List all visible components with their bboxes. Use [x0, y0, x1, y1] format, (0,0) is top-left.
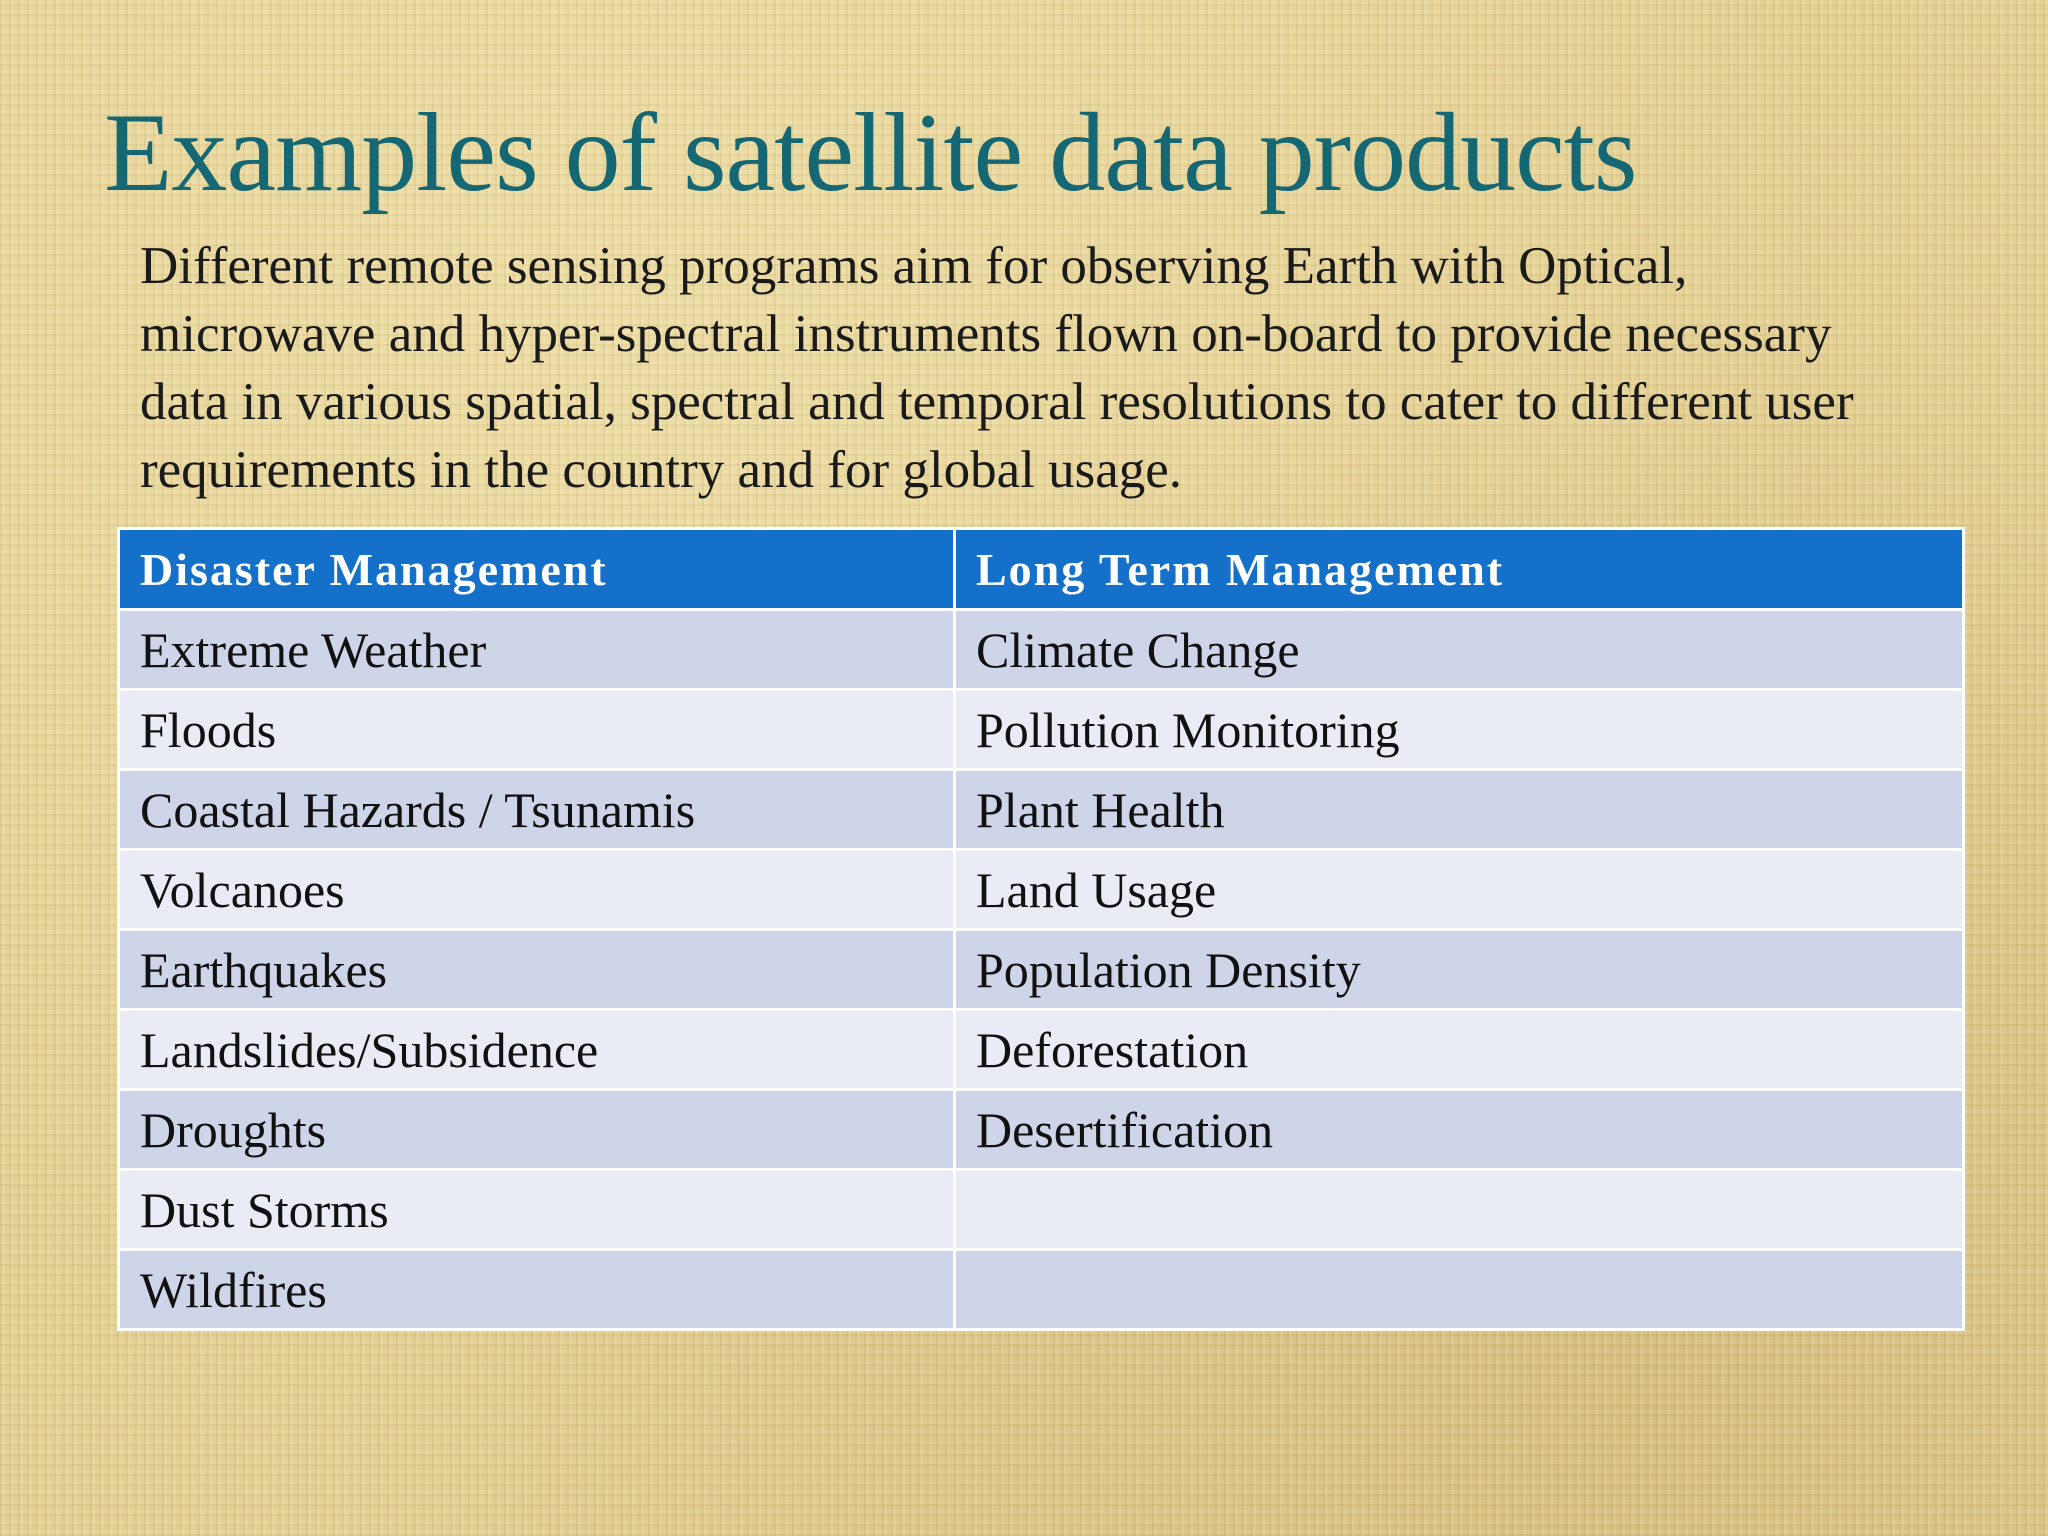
- table-row: Wildfires: [117, 1248, 1965, 1331]
- table-cell-disaster: Wildfires: [117, 1248, 956, 1331]
- header-long-term-management: Long Term Management: [953, 527, 1965, 611]
- table-cell-long-term: [953, 1248, 1965, 1331]
- table-row: Volcanoes Land Usage: [117, 848, 1965, 931]
- table-cell-long-term: Population Density: [953, 928, 1965, 1011]
- table-cell-disaster: Floods: [117, 688, 956, 771]
- table-cell-long-term: Deforestation: [953, 1008, 1965, 1091]
- table-row: Coastal Hazards / Tsunamis Plant Health: [117, 768, 1965, 851]
- table-cell-long-term: Climate Change: [953, 608, 1965, 691]
- table-cell-disaster: Volcanoes: [117, 848, 956, 931]
- table-cell-disaster: Earthquakes: [117, 928, 956, 1011]
- table-row: Extreme Weather Climate Change: [117, 608, 1965, 691]
- table-cell-long-term: [953, 1168, 1965, 1251]
- table-row: Floods Pollution Monitoring: [117, 688, 1965, 771]
- slide-title: Examples of satellite data products: [104, 91, 1638, 215]
- table-cell-disaster: Droughts: [117, 1088, 956, 1171]
- table-cell-disaster: Landslides/Subsidence: [117, 1008, 956, 1091]
- table-cell-disaster: Coastal Hazards / Tsunamis: [117, 768, 956, 851]
- header-disaster-management: Disaster Management: [117, 527, 956, 611]
- table-row: Landslides/Subsidence Deforestation: [117, 1008, 1965, 1091]
- slide-body-text: Different remote sensing programs aim fo…: [140, 237, 1854, 499]
- table-cell-disaster: Extreme Weather: [117, 608, 956, 691]
- table-cell-long-term: Plant Health: [953, 768, 1965, 851]
- products-table: Disaster Management Long Term Management…: [117, 527, 1965, 1331]
- table-cell-long-term: Land Usage: [953, 848, 1965, 931]
- table-row: Droughts Desertification: [117, 1088, 1965, 1171]
- table-header-row: Disaster Management Long Term Management: [117, 527, 1965, 611]
- table-row: Dust Storms: [117, 1168, 1965, 1251]
- table-row: Earthquakes Population Density: [117, 928, 1965, 1011]
- table-cell-long-term: Desertification: [953, 1088, 1965, 1171]
- table-cell-long-term: Pollution Monitoring: [953, 688, 1965, 771]
- table-cell-disaster: Dust Storms: [117, 1168, 956, 1251]
